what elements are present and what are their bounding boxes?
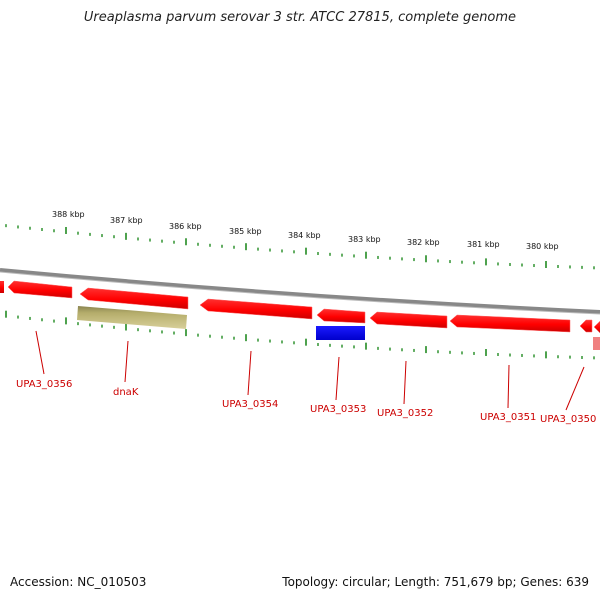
gene-arrow-upa3-0353-strand[interactable] <box>316 308 366 324</box>
gene-arrow-upa3-0354[interactable] <box>199 298 313 320</box>
tick-label: 386 kbp <box>169 222 202 231</box>
gene-labels: UPA3_0356 dnaK UPA3_0354 UPA3_0353 UPA3_… <box>16 379 596 425</box>
gene-arrow-upa3-0352[interactable] <box>369 311 448 329</box>
gene-arrow-upa3-0356[interactable] <box>7 280 73 299</box>
inner-tick-track <box>5 310 595 360</box>
gene-arrow-upa3-0351[interactable] <box>449 314 571 333</box>
gene-arrow-partial-right[interactable] <box>594 321 600 333</box>
gene-label: UPA3_0351 <box>480 412 536 423</box>
scale-labels: 388 kbp 387 kbp 386 kbp 385 kbp 384 kbp … <box>52 210 559 251</box>
tick-label: 381 kbp <box>467 240 500 249</box>
tick-label: 388 kbp <box>52 210 85 219</box>
outer-tick-track <box>5 224 595 270</box>
gene-box-upa3-0353[interactable] <box>316 326 365 340</box>
genome-summary-text: Topology: circular; Length: 751,679 bp; … <box>282 575 589 589</box>
gene-box-dnaK[interactable] <box>77 306 187 329</box>
gene-box-partial[interactable] <box>593 337 600 350</box>
gene-arrow-dnaK-strand[interactable] <box>79 287 189 310</box>
gene-label: UPA3_0352 <box>377 408 433 419</box>
gene-label: dnaK <box>113 387 139 398</box>
gene-label: UPA3_0354 <box>222 399 278 410</box>
gene-label: UPA3_0353 <box>310 404 366 415</box>
gene-track <box>0 280 600 350</box>
tick-label: 380 kbp <box>526 242 559 251</box>
gene-label: UPA3_0356 <box>16 379 72 390</box>
genome-backbone <box>0 268 600 314</box>
tick-label: 385 kbp <box>229 227 262 236</box>
tick-label: 383 kbp <box>348 235 381 244</box>
accession-text: Accession: NC_010503 <box>10 575 147 589</box>
gene-label: UPA3_0350 <box>540 414 596 425</box>
tick-label: 382 kbp <box>407 238 440 247</box>
label-leaders <box>35 330 585 411</box>
tick-label: 384 kbp <box>288 231 321 240</box>
tick-label: 387 kbp <box>110 216 143 225</box>
gene-arrow-partial-left[interactable] <box>0 281 4 293</box>
map-title: Ureaplasma parvum serovar 3 str. ATCC 27… <box>83 10 517 25</box>
gene-arrow-upa3-0350[interactable] <box>579 319 593 333</box>
